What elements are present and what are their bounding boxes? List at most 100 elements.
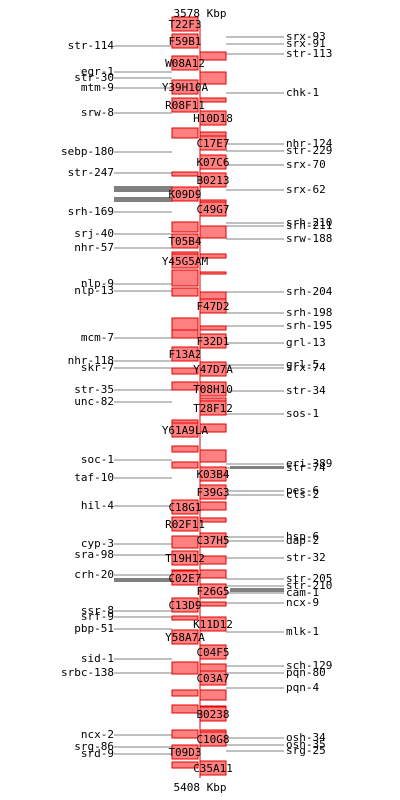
clone-label: R02F11 bbox=[165, 518, 205, 531]
gene-label: srh-169 bbox=[68, 205, 114, 218]
gene-label: cyp-3 bbox=[81, 537, 114, 550]
gene-label: mcm-7 bbox=[81, 331, 114, 344]
gene-label: srg-86 bbox=[74, 740, 114, 753]
gene-label: mlk-1 bbox=[286, 625, 319, 638]
gene-label: str-35 bbox=[74, 383, 114, 396]
clone-bar bbox=[171, 55, 199, 71]
clone-bar bbox=[171, 233, 199, 249]
clone-bar bbox=[171, 570, 199, 586]
clone-bar bbox=[171, 597, 199, 613]
gene-label: str-229 bbox=[286, 144, 332, 157]
clone-bar bbox=[171, 516, 199, 532]
clone-label: C03A7 bbox=[196, 672, 229, 685]
clone-block bbox=[199, 601, 227, 607]
clone-label: F26G5 bbox=[196, 585, 229, 598]
clone-label: K09D9 bbox=[168, 188, 201, 201]
clone-label: F47D2 bbox=[196, 300, 229, 313]
gene-label: str-210 bbox=[286, 579, 332, 592]
gene-cluster-band bbox=[114, 578, 172, 582]
gene-label: taf-10 bbox=[74, 471, 114, 484]
clone-block bbox=[199, 569, 227, 579]
gene-label: eri-389 bbox=[286, 457, 332, 470]
gene-label: egr-1 bbox=[81, 65, 114, 78]
gene-label: ncx-9 bbox=[286, 596, 319, 609]
clone-label: H10D18 bbox=[193, 112, 233, 125]
end-coordinate: 5408 Kbp bbox=[174, 781, 227, 794]
clone-bar bbox=[171, 629, 199, 645]
clone-bar bbox=[171, 550, 199, 566]
gene-label: nhr-118 bbox=[68, 354, 114, 367]
clone-block bbox=[171, 367, 199, 375]
clone-label: T28F12 bbox=[193, 402, 233, 415]
gene-label: srx-70 bbox=[286, 158, 326, 171]
gene-label: unc-82 bbox=[74, 395, 114, 408]
gene-label: nlp-9 bbox=[81, 277, 114, 290]
gene-label: srh-204 bbox=[286, 285, 333, 298]
clone-bar bbox=[171, 16, 199, 32]
gene-label: str-247 bbox=[68, 166, 114, 179]
gene-label: sos-1 bbox=[286, 407, 319, 420]
clone-label: Y47D7A bbox=[193, 363, 233, 376]
clone-bar bbox=[171, 422, 199, 438]
clone-label: F39G3 bbox=[196, 486, 229, 499]
clone-bar bbox=[171, 97, 199, 113]
gene-label: srbc-138 bbox=[61, 666, 114, 679]
gene-label: sebp-180 bbox=[61, 145, 114, 158]
gene-label: str-113 bbox=[286, 47, 332, 60]
clone-block bbox=[171, 461, 199, 469]
clone-block bbox=[199, 689, 227, 701]
gene-cluster-band bbox=[230, 588, 284, 592]
gene-label: ssr-8 bbox=[81, 604, 114, 617]
clone-block bbox=[199, 271, 227, 275]
clone-block bbox=[171, 171, 199, 177]
clone-block bbox=[171, 381, 199, 391]
gene-label: srj-40 bbox=[74, 227, 114, 240]
gene-label: crh-20 bbox=[74, 568, 114, 581]
clone-block bbox=[199, 325, 227, 331]
clone-bar bbox=[171, 499, 199, 515]
clone-label: B0213 bbox=[196, 174, 229, 187]
clone-bar bbox=[171, 186, 199, 202]
start-coordinate: 3578 Kbp bbox=[174, 7, 227, 20]
clone-label: C37H5 bbox=[196, 534, 229, 547]
gene-label: srf-9 bbox=[81, 610, 114, 623]
clone-label: K11D12 bbox=[193, 618, 233, 631]
gene-label: skr-7 bbox=[81, 361, 114, 374]
gene-label: str-205 bbox=[286, 572, 332, 585]
clone-block bbox=[171, 535, 199, 549]
gene-label: sid-1 bbox=[81, 652, 114, 665]
gene-label: sch-129 bbox=[286, 659, 332, 672]
clone-block bbox=[171, 689, 199, 697]
clone-block bbox=[171, 615, 199, 621]
gene-label: grl-13 bbox=[286, 336, 326, 349]
gene-cluster-band bbox=[114, 186, 172, 192]
clone-block bbox=[171, 704, 199, 714]
clone-block bbox=[171, 761, 199, 769]
gene-label: osh-34 bbox=[286, 731, 326, 744]
gene-label: pqn-80 bbox=[286, 666, 326, 679]
gene-label: soc-1 bbox=[81, 453, 114, 466]
gene-label: srx-93 bbox=[286, 30, 326, 43]
clone-label: W08A12 bbox=[165, 57, 205, 70]
gene-label: srd-9 bbox=[81, 747, 114, 760]
clone-bar bbox=[171, 33, 199, 49]
clone-label: B0238 bbox=[196, 708, 229, 721]
gene-cluster-band bbox=[114, 197, 172, 202]
gene-label: pqn-4 bbox=[286, 681, 319, 694]
gene-label: mtm-9 bbox=[81, 81, 114, 94]
clone-label: T22F3 bbox=[168, 18, 201, 31]
clone-label: F13A2 bbox=[168, 348, 201, 361]
gene-label: cam-1 bbox=[286, 586, 319, 599]
clone-label: Y39H10A bbox=[162, 81, 209, 94]
clone-label: C13D9 bbox=[168, 599, 201, 612]
gene-label: pes-6 bbox=[286, 484, 319, 497]
clone-label: C35A11 bbox=[193, 762, 233, 775]
gene-label: nhr-124 bbox=[286, 137, 333, 150]
gene-label: str-30 bbox=[74, 71, 114, 84]
gene-label: pbp-51 bbox=[74, 622, 114, 635]
gene-label: grl-5 bbox=[286, 358, 319, 371]
clone-block bbox=[171, 127, 199, 139]
clone-label: F32D1 bbox=[196, 335, 229, 348]
gene-label: hsp-6 bbox=[286, 530, 319, 543]
